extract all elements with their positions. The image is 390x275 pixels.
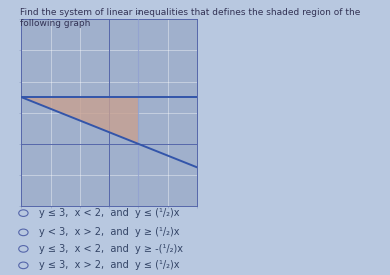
Text: Find the system of linear inequalities that defines the shaded region of the fol: Find the system of linear inequalities t… <box>20 8 360 28</box>
Text: y ≤ 3,  x > 2,  and  y ≤ (¹/₂)x: y ≤ 3, x > 2, and y ≤ (¹/₂)x <box>39 260 179 270</box>
Text: y ≤ 3,  x < 2,  and  y ≤ (¹/₂)x: y ≤ 3, x < 2, and y ≤ (¹/₂)x <box>39 208 179 218</box>
Polygon shape <box>21 97 138 144</box>
Text: y < 3,  x > 2,  and  y ≥ (¹/₂)x: y < 3, x > 2, and y ≥ (¹/₂)x <box>39 227 179 237</box>
Text: y ≤ 3,  x < 2,  and  y ≥ -(¹/₂)x: y ≤ 3, x < 2, and y ≥ -(¹/₂)x <box>39 244 183 254</box>
Text: 2: 2 <box>136 10 140 15</box>
